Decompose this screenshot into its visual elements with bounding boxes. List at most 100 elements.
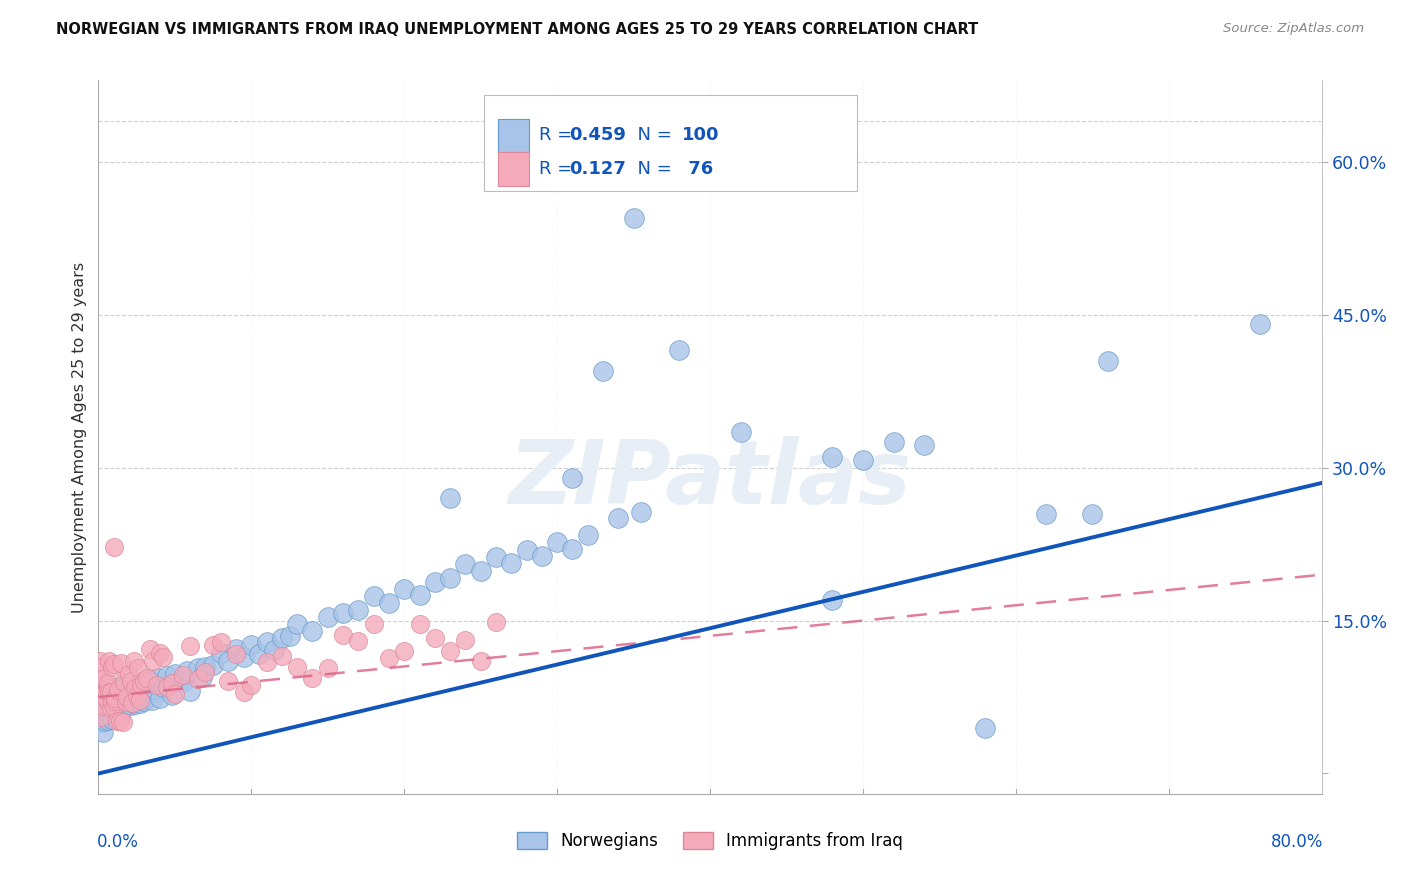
Point xyxy=(103,691,125,706)
Point xyxy=(163,687,186,701)
Point xyxy=(91,694,114,708)
Point xyxy=(821,450,844,464)
Point xyxy=(90,710,112,724)
Point xyxy=(179,683,201,698)
Point xyxy=(232,685,254,699)
Point xyxy=(668,343,690,358)
Point xyxy=(120,698,142,712)
Point xyxy=(152,680,174,694)
Text: 100: 100 xyxy=(682,127,720,145)
Point xyxy=(93,684,115,698)
Point xyxy=(332,607,354,621)
Point xyxy=(270,631,292,645)
Point xyxy=(202,657,225,672)
Point xyxy=(408,617,430,632)
Point xyxy=(100,685,122,699)
Point xyxy=(576,528,599,542)
Point xyxy=(378,651,401,665)
Point xyxy=(128,693,150,707)
Point xyxy=(912,438,935,452)
Point xyxy=(278,629,301,643)
Point xyxy=(112,675,135,690)
Point xyxy=(172,668,194,682)
Point xyxy=(100,702,122,716)
Point xyxy=(156,668,179,682)
Point xyxy=(546,535,568,549)
Point xyxy=(179,640,201,654)
Point xyxy=(630,505,652,519)
Point xyxy=(217,673,239,688)
Point xyxy=(285,617,308,632)
Point xyxy=(160,675,183,690)
Text: R =: R = xyxy=(538,127,578,145)
Point xyxy=(101,712,124,726)
Point xyxy=(108,714,131,728)
Y-axis label: Unemployment Among Ages 25 to 29 years: Unemployment Among Ages 25 to 29 years xyxy=(72,261,87,613)
Point xyxy=(115,695,138,709)
Point xyxy=(93,687,115,701)
Point xyxy=(607,510,630,524)
Point xyxy=(139,642,162,657)
Point xyxy=(821,593,844,607)
Point xyxy=(392,644,416,658)
Point xyxy=(561,541,583,556)
Point xyxy=(89,679,111,693)
Point xyxy=(124,681,146,696)
Point xyxy=(1097,353,1119,368)
Legend: Norwegians, Immigrants from Iraq: Norwegians, Immigrants from Iraq xyxy=(510,825,910,857)
Point xyxy=(232,650,254,665)
Point xyxy=(156,680,179,694)
Text: ZIPatlas: ZIPatlas xyxy=(509,436,911,524)
Point xyxy=(104,690,127,705)
Point xyxy=(136,672,159,686)
Point xyxy=(516,542,538,557)
Point xyxy=(202,638,225,652)
Text: 76: 76 xyxy=(682,161,713,178)
Point xyxy=(163,666,186,681)
Point xyxy=(112,689,135,703)
Point xyxy=(91,698,114,713)
Point xyxy=(127,661,149,675)
Point xyxy=(439,644,461,658)
Point xyxy=(120,674,142,689)
Point xyxy=(240,639,263,653)
Point xyxy=(118,688,141,702)
Point xyxy=(117,690,139,704)
Point xyxy=(363,616,385,631)
Point xyxy=(240,678,263,692)
Point xyxy=(94,684,117,698)
Point xyxy=(89,654,111,668)
Point xyxy=(94,704,117,718)
Point xyxy=(194,659,217,673)
Text: 80.0%: 80.0% xyxy=(1271,833,1323,851)
Point xyxy=(101,660,124,674)
Point xyxy=(316,610,339,624)
Point xyxy=(1249,318,1271,332)
Point xyxy=(176,664,198,678)
Point xyxy=(94,693,117,707)
Point xyxy=(103,540,125,554)
Point xyxy=(285,660,308,674)
Point xyxy=(117,698,139,713)
Point xyxy=(347,633,370,648)
Point xyxy=(1035,507,1057,521)
Point xyxy=(883,435,905,450)
Point xyxy=(623,211,645,225)
Point xyxy=(104,681,127,695)
Point xyxy=(98,703,121,717)
Point xyxy=(439,571,461,585)
Point xyxy=(454,633,477,648)
Text: N =: N = xyxy=(626,127,678,145)
Text: 0.459: 0.459 xyxy=(569,127,627,145)
Point xyxy=(105,714,128,728)
Text: 0.127: 0.127 xyxy=(569,161,627,178)
Point xyxy=(101,694,124,708)
Point xyxy=(194,665,217,680)
Point xyxy=(759,139,782,153)
Point xyxy=(209,646,232,660)
Point xyxy=(149,646,172,660)
Point xyxy=(143,681,166,696)
Point xyxy=(125,676,148,690)
Point xyxy=(152,649,174,664)
Point xyxy=(115,678,138,692)
